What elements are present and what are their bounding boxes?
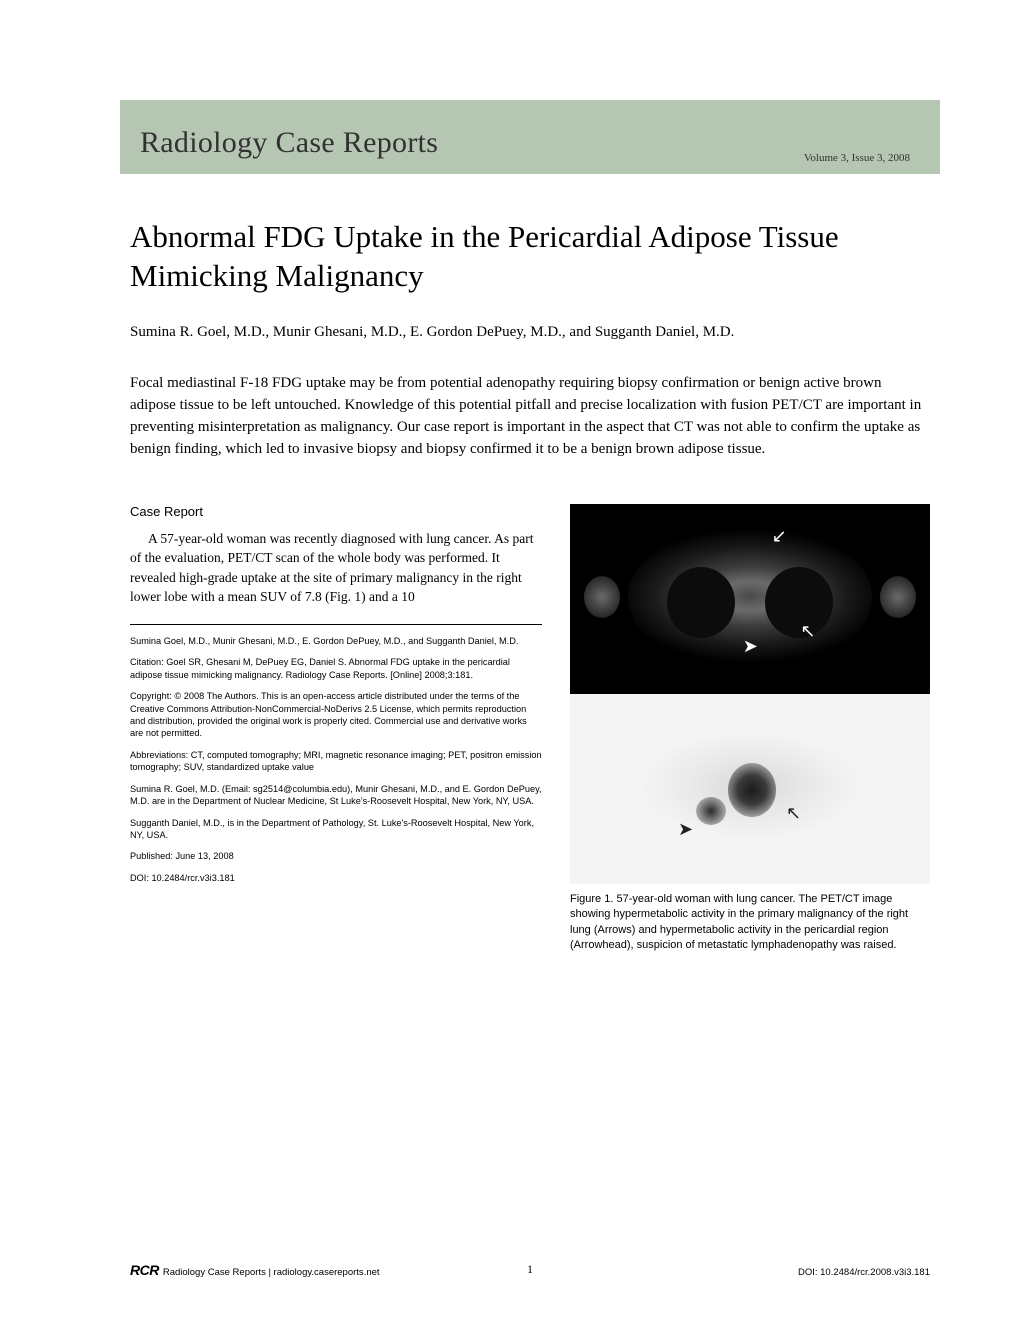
ct-arm-left: [584, 576, 620, 618]
journal-name: Radiology Case Reports: [140, 126, 910, 160]
arrow-annotation-icon: ↖: [800, 622, 815, 640]
pet-hotspot-primary: [728, 763, 776, 817]
meta-copyright: Copyright: © 2008 The Authors. This is a…: [130, 690, 542, 740]
ct-image-panel: ↙ ➤ ↖: [570, 504, 930, 694]
figure-1: ↙ ➤ ↖ ➤ ↖ Figure 1. 57-year-old woman wi…: [570, 504, 930, 953]
meta-affiliation-1: Sumina R. Goel, M.D. (Email: sg2514@colu…: [130, 783, 542, 808]
footer-doi: DOI: 10.2484/rcr.2008.v3i3.181: [798, 1267, 930, 1278]
article-authors: Sumina R. Goel, M.D., Munir Ghesani, M.D…: [130, 322, 930, 344]
metadata-divider: [130, 624, 542, 625]
figure-1-caption: Figure 1. 57-year-old woman with lung ca…: [570, 892, 930, 953]
figure-1-image: ↙ ➤ ↖ ➤ ↖: [570, 504, 930, 884]
ct-lung-left: [667, 567, 736, 638]
issue-info: Volume 3, Issue 3, 2008: [804, 152, 910, 164]
two-column-layout: Case Report A 57-year-old woman was rece…: [130, 504, 930, 965]
meta-doi: DOI: 10.2484/rcr.v3i3.181: [130, 872, 542, 884]
meta-authors: Sumina Goel, M.D., Munir Ghesani, M.D., …: [130, 635, 542, 647]
arrowhead-annotation-icon: ➤: [743, 637, 758, 655]
arrow-annotation-icon: ↖: [786, 804, 801, 822]
right-column: ↙ ➤ ↖ ➤ ↖ Figure 1. 57-year-old woman wi…: [570, 504, 930, 965]
footer-left: RCR Radiology Case Reports | radiology.c…: [130, 1262, 380, 1278]
case-report-body: A 57-year-old woman was recently diagnos…: [130, 529, 542, 606]
arrow-annotation-icon: ↙: [772, 527, 787, 545]
footer-page-number: 1: [527, 1262, 533, 1277]
meta-affiliation-2: Sugganth Daniel, M.D., is in the Departm…: [130, 817, 542, 842]
page-footer: RCR Radiology Case Reports | radiology.c…: [130, 1262, 930, 1278]
meta-published-date: Published: June 13, 2008: [130, 850, 542, 862]
article-title: Abnormal FDG Uptake in the Pericardial A…: [130, 218, 930, 296]
ct-lung-right: [765, 567, 834, 638]
meta-abbreviations: Abbreviations: CT, computed tomography; …: [130, 749, 542, 774]
pet-image-panel: ➤ ↖: [570, 694, 930, 884]
ct-arm-right: [880, 576, 916, 618]
footer-rcr-logo: RCR: [130, 1262, 159, 1278]
footer-journal-site: Radiology Case Reports | radiology.caser…: [163, 1267, 380, 1278]
section-heading-case-report: Case Report: [130, 504, 542, 519]
meta-citation: Citation: Goel SR, Ghesani M, DePuey EG,…: [130, 656, 542, 681]
left-column: Case Report A 57-year-old woman was rece…: [130, 504, 542, 965]
arrowhead-annotation-icon: ➤: [678, 820, 693, 838]
article-abstract: Focal mediastinal F-18 FDG uptake may be…: [130, 373, 930, 460]
pet-hotspot-pericardial: [696, 797, 726, 825]
journal-header-band: Radiology Case Reports Volume 3, Issue 3…: [120, 100, 940, 174]
